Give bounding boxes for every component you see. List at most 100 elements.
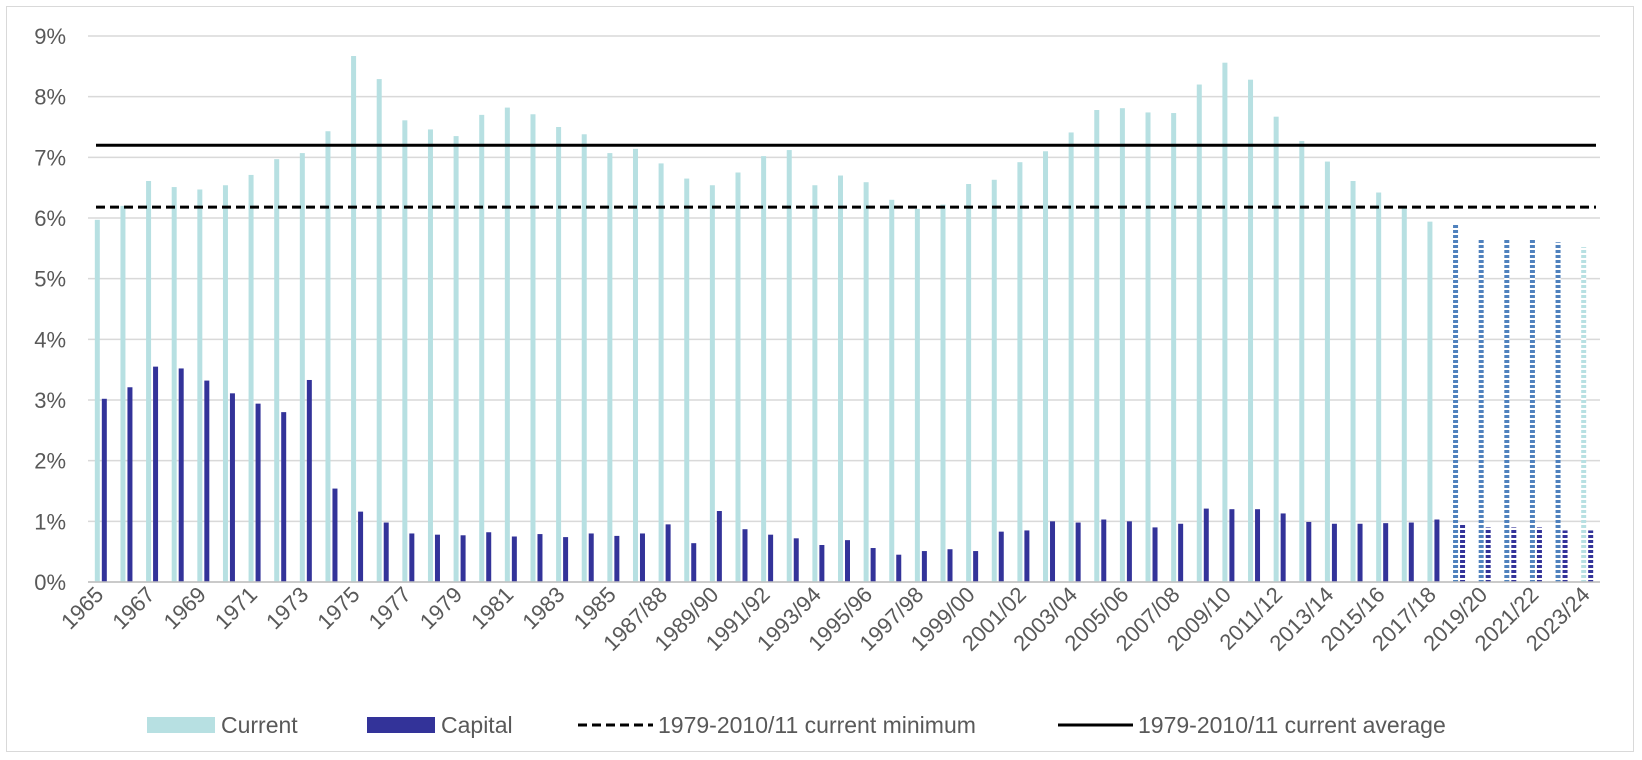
legend-current-label: Current [221, 712, 298, 738]
bar-current [479, 114, 485, 582]
bar-current [1145, 112, 1151, 582]
bar-capital [1383, 523, 1389, 582]
bar-capital [1306, 521, 1312, 582]
bar-current [197, 189, 203, 582]
bar-current [735, 172, 741, 582]
y-tick-label: 5% [34, 267, 66, 292]
x-tick-label: 1973 [261, 582, 313, 634]
bar-capital [204, 380, 210, 582]
bar-capital [947, 549, 953, 582]
bar-current [274, 159, 280, 583]
bar-current [1094, 110, 1100, 582]
bar-capital [1101, 519, 1107, 582]
bar-capital [486, 532, 492, 582]
bar-capital [973, 551, 979, 582]
legend: Current Capital 1979-2010/11 current minim… [147, 712, 1446, 738]
bar-capital [1408, 522, 1414, 582]
bar-capital [229, 393, 235, 582]
bar-current [1529, 239, 1535, 582]
x-tick-label: 1979 [415, 582, 467, 634]
y-tick-label: 1% [34, 509, 66, 534]
bar-capital [1357, 523, 1363, 582]
bar-current [1376, 192, 1382, 582]
bar-capital [101, 398, 107, 582]
bar-capital [1203, 508, 1209, 582]
bar-capital [358, 511, 364, 582]
bar-current [658, 163, 664, 582]
bar-capital [665, 524, 671, 582]
bar-current [761, 156, 767, 582]
bar-capital [511, 536, 517, 582]
legend-average: 1979-2010/11 current average [1058, 712, 1446, 738]
bar-current [1350, 180, 1356, 582]
gridlines [88, 35, 1600, 583]
bar-capital [332, 488, 338, 582]
bar-capital [306, 379, 312, 582]
bar-capital [255, 403, 261, 582]
bar-current [863, 182, 869, 582]
x-tick-label: 1977 [364, 582, 416, 634]
bar-current [889, 199, 895, 583]
bar-current [1273, 116, 1279, 582]
bar-current [684, 178, 690, 583]
bar-current [1478, 238, 1484, 583]
bar-current [402, 120, 408, 583]
reference-lines [88, 143, 1600, 583]
bar-current [299, 153, 305, 582]
legend-average-label: 1979-2010/11 current average [1138, 712, 1446, 738]
bar-capital [1331, 523, 1337, 582]
bar-current [427, 129, 433, 582]
bar-capital [1562, 530, 1568, 582]
bar-capital [614, 535, 620, 582]
bar-capital [281, 412, 287, 582]
bar-current [94, 219, 100, 582]
bar-current [940, 204, 946, 583]
bar-capital [870, 548, 876, 582]
x-axis: 1965196719691971197319751977197919811983… [56, 582, 1595, 656]
bar-capital [768, 534, 774, 582]
bar-current [991, 179, 997, 582]
bar-current [1119, 108, 1125, 583]
x-tick-label: 1981 [466, 582, 518, 634]
bar-capital [1126, 521, 1132, 582]
bar-capital [1050, 521, 1056, 582]
bar-current [812, 185, 818, 583]
bar-current [1171, 113, 1177, 583]
bar-current [1453, 224, 1459, 583]
bar-current [1581, 247, 1587, 582]
bar-capital [178, 368, 184, 582]
bar-capital [153, 366, 159, 582]
bar-current [632, 148, 638, 582]
bar-current [376, 79, 382, 582]
bar-current [325, 131, 331, 582]
legend-minimum: 1979-2010/11 current minimum [578, 712, 976, 738]
bar-capital [639, 533, 645, 582]
bar-capital [716, 511, 722, 582]
bar-capital [1536, 527, 1542, 582]
legend-capital: Capital [367, 712, 513, 738]
x-tick-label: 1969 [159, 582, 211, 634]
bar-capital [691, 543, 697, 582]
bar-current [120, 205, 126, 582]
bar-current [504, 107, 510, 582]
bar-capital [1511, 527, 1517, 582]
legend-capital-label: Capital [441, 712, 513, 738]
bar-capital [1588, 530, 1594, 582]
bar-capital [460, 535, 466, 582]
bar-capital [1434, 519, 1440, 582]
bar-capital [1178, 523, 1184, 582]
bar-current [1196, 84, 1202, 583]
bar-current [1504, 239, 1510, 582]
bar-capital [998, 531, 1004, 582]
bar-current [453, 136, 459, 582]
bar-capital [1255, 509, 1261, 582]
bar-capital [434, 534, 440, 582]
x-tick-label: 1967 [107, 582, 159, 634]
bar-capital [383, 522, 389, 582]
legend-minimum-label: 1979-2010/11 current minimum [658, 712, 976, 738]
legend-current-swatch [147, 717, 215, 733]
y-tick-label: 7% [34, 145, 66, 170]
bar-current [581, 134, 587, 582]
bar-capital [588, 533, 594, 582]
bar-capital [819, 544, 825, 582]
